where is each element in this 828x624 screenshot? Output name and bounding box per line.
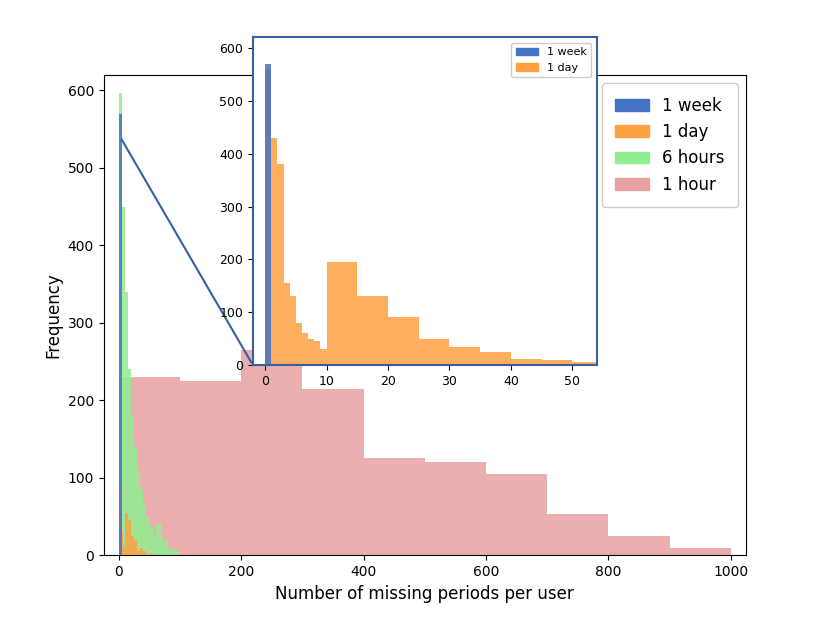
Bar bbox=[122, 207, 125, 555]
Bar bbox=[137, 470, 140, 555]
Bar bbox=[283, 283, 289, 365]
Bar bbox=[296, 323, 301, 365]
Bar bbox=[510, 359, 541, 365]
Bar bbox=[149, 526, 152, 555]
Bar bbox=[174, 552, 180, 555]
Bar bbox=[128, 369, 131, 555]
Bar bbox=[180, 381, 241, 555]
Bar bbox=[241, 350, 302, 555]
Bar bbox=[134, 447, 137, 555]
Bar bbox=[167, 548, 174, 555]
Bar bbox=[363, 459, 424, 555]
Bar bbox=[277, 164, 283, 365]
Bar bbox=[301, 333, 308, 365]
Bar bbox=[541, 360, 571, 365]
Bar bbox=[143, 505, 147, 555]
Bar bbox=[479, 352, 510, 365]
Bar bbox=[265, 69, 271, 365]
Bar bbox=[140, 489, 143, 555]
Legend: 1 week, 1 day: 1 week, 1 day bbox=[511, 43, 590, 77]
Bar bbox=[140, 548, 143, 555]
Bar bbox=[388, 318, 418, 365]
Y-axis label: Frequency: Frequency bbox=[44, 272, 62, 358]
Bar bbox=[118, 114, 122, 555]
Bar bbox=[134, 540, 137, 555]
Bar bbox=[289, 296, 296, 365]
Bar bbox=[608, 536, 669, 555]
Bar bbox=[137, 552, 140, 555]
Bar bbox=[669, 548, 730, 555]
Bar bbox=[147, 554, 149, 555]
Bar bbox=[418, 339, 449, 365]
X-axis label: Number of missing periods per user: Number of missing periods per user bbox=[275, 585, 574, 603]
Bar bbox=[152, 534, 156, 555]
Bar bbox=[326, 262, 357, 365]
Bar bbox=[546, 514, 608, 555]
Bar bbox=[125, 513, 128, 555]
Bar bbox=[147, 517, 149, 555]
Bar bbox=[128, 520, 131, 555]
Bar bbox=[357, 296, 388, 365]
Bar bbox=[156, 524, 161, 555]
Bar bbox=[143, 552, 147, 555]
Bar bbox=[118, 93, 122, 555]
Bar bbox=[320, 349, 326, 365]
Bar bbox=[161, 540, 167, 555]
Bar bbox=[125, 292, 128, 555]
Bar bbox=[265, 64, 271, 365]
Bar bbox=[149, 554, 152, 555]
Bar bbox=[314, 341, 320, 365]
Legend: 1 week, 1 day, 6 hours, 1 hour: 1 week, 1 day, 6 hours, 1 hour bbox=[601, 83, 737, 207]
Bar bbox=[131, 416, 134, 555]
Bar bbox=[271, 138, 277, 365]
Bar bbox=[424, 462, 485, 555]
Bar bbox=[485, 474, 546, 555]
Bar bbox=[308, 339, 314, 365]
Bar bbox=[131, 536, 134, 555]
Bar bbox=[571, 363, 602, 365]
Bar bbox=[302, 389, 363, 555]
Bar bbox=[449, 346, 479, 365]
Bar bbox=[118, 377, 180, 555]
